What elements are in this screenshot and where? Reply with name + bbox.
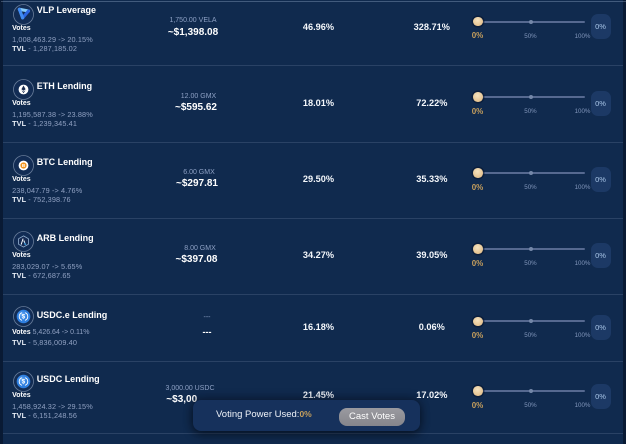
svg-text:$: $	[22, 379, 26, 386]
svg-text:B: B	[22, 163, 26, 168]
svg-text:$: $	[22, 314, 26, 321]
